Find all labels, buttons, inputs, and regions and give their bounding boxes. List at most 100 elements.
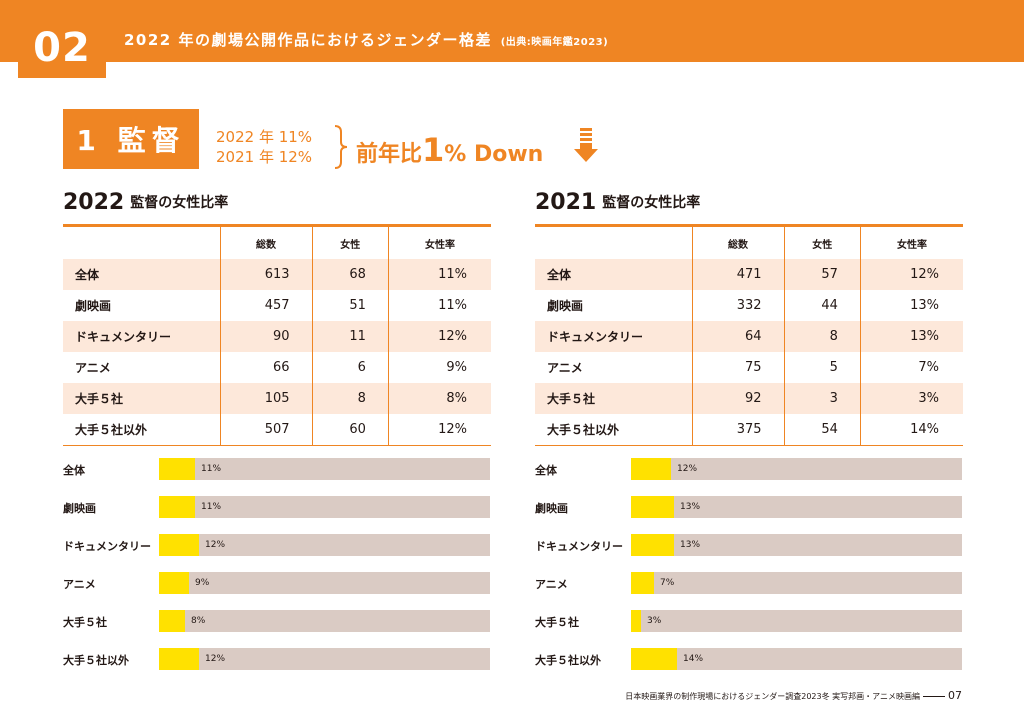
cell-female: 60	[311, 414, 389, 445]
bar-category-label: 大手５社	[535, 616, 579, 629]
bar-track: 11%	[159, 458, 490, 480]
bar-track: 8%	[159, 610, 490, 632]
cell-total: 66	[219, 352, 313, 383]
column-header-total: 総数	[219, 227, 313, 259]
bar-category-label: アニメ	[535, 578, 568, 591]
bar	[631, 610, 641, 632]
cell-total: 90	[219, 321, 313, 352]
bar-track: 7%	[631, 572, 962, 594]
bar-row: 大手５社以外 14%	[535, 648, 965, 686]
panel-subtitle: 監督の女性比率	[130, 195, 229, 211]
bar-category-label: ドキュメンタリー	[63, 540, 151, 553]
bar-track: 12%	[159, 648, 490, 670]
row-label: 劇映画	[547, 299, 584, 313]
category-badge: 1 監督	[63, 109, 199, 169]
table-row: ドキュメンタリー 90 11 12%	[63, 321, 491, 352]
cell-total: 75	[691, 352, 785, 383]
bar-track: 3%	[631, 610, 962, 632]
bar	[159, 572, 189, 594]
rate-2021: 2021 年 12%	[216, 148, 313, 166]
delta-prefix: 前年比	[356, 142, 423, 167]
cell-female: 6	[311, 352, 389, 383]
panel-title-2021: 2021 監督の女性比率	[535, 190, 700, 215]
section-number-badge: 02	[18, 18, 106, 78]
bar-value-label: 13%	[680, 540, 701, 550]
table-row: 全体 471 57 12%	[535, 259, 963, 290]
row-label: ドキュメンタリー	[535, 321, 692, 352]
cell-female: 11	[311, 321, 389, 352]
page-title-text: 2022 年の劇場公開作品におけるジェンダー格差	[124, 31, 492, 49]
down-arrow-icon	[574, 128, 598, 162]
bar	[159, 496, 195, 518]
bar-track: 9%	[159, 572, 490, 594]
table-row: アニメ 66 6 9%	[63, 352, 491, 383]
column-header-female: 女性	[311, 227, 389, 259]
cell-rate: 13%	[859, 321, 963, 352]
table-row: 劇映画 332 44 13%	[535, 290, 963, 321]
table-row: 大手５社以外 375 54 14%	[535, 414, 963, 445]
cell-rate: 12%	[859, 259, 963, 290]
row-label: 大手５社	[535, 383, 692, 414]
bar	[631, 572, 654, 594]
bar-value-label: 13%	[680, 502, 701, 512]
bar-row: 劇映画 13%	[535, 496, 965, 534]
row-label: アニメ	[75, 361, 111, 375]
bar-value-label: 14%	[683, 654, 704, 664]
bar-category-label: 全体	[535, 464, 557, 477]
category-label: 1 監督	[76, 124, 186, 157]
data-table-2021: 総数 女性 女性率 全体 471 57 12% 劇映画 332 44 13% ドキュメンタリー 6…	[535, 224, 963, 446]
panel-subtitle: 監督の女性比率	[602, 195, 701, 211]
bar-value-label: 12%	[205, 654, 226, 664]
column-header-rate: 女性率	[859, 227, 963, 259]
panel-year: 2022	[63, 190, 125, 215]
cell-female: 44	[783, 290, 861, 321]
rate-2022: 2022 年 11%	[216, 128, 313, 146]
table-header-blank	[535, 227, 692, 259]
cell-rate: 12%	[387, 414, 491, 445]
cell-female: 68	[311, 259, 389, 290]
bar-chart-2022: 全体 11% 劇映画 11% ドキュメンタリー 12% アニメ 9% 大手５社 8% 大手５社以外 1…	[63, 458, 493, 686]
bar-track: 13%	[631, 534, 962, 556]
header-bar: 2022 年の劇場公開作品におけるジェンダー格差 (出典:映画年鑑2023)	[0, 0, 1024, 62]
source-note: (出典:映画年鑑2023)	[500, 37, 609, 48]
bar-row: ドキュメンタリー 13%	[535, 534, 965, 572]
section-number: 02	[33, 25, 91, 71]
row-label: 全体	[535, 259, 692, 290]
bar	[159, 534, 199, 556]
bar-row: アニメ 9%	[63, 572, 493, 610]
bar	[159, 610, 185, 632]
table-row: 大手５社 105 8 8%	[63, 383, 491, 414]
table-row: 全体 613 68 11%	[63, 259, 491, 290]
brace-icon	[334, 125, 348, 169]
cell-rate: 11%	[387, 259, 491, 290]
column-header-female: 女性	[783, 227, 861, 259]
cell-rate: 12%	[387, 321, 491, 352]
cell-total: 507	[219, 414, 313, 445]
bar-track: 13%	[631, 496, 962, 518]
cell-total: 375	[691, 414, 785, 445]
table-header-row: 総数 女性 女性率	[63, 227, 491, 259]
bar-value-label: 11%	[201, 502, 222, 512]
bar-value-label: 7%	[660, 578, 675, 588]
cell-rate: 13%	[859, 290, 963, 321]
table-header-blank	[63, 227, 220, 259]
table-row: 大手５社 92 3 3%	[535, 383, 963, 414]
bar-value-label: 9%	[195, 578, 210, 588]
table-row: 大手５社以外 507 60 12%	[63, 414, 491, 445]
bar-value-label: 8%	[191, 616, 206, 626]
cell-female: 57	[783, 259, 861, 290]
cell-rate: 11%	[387, 290, 491, 321]
bar-track: 14%	[631, 648, 962, 670]
page-title: 2022 年の劇場公開作品におけるジェンダー格差 (出典:映画年鑑2023)	[124, 29, 608, 50]
cell-total: 92	[691, 383, 785, 414]
delta-number: 1	[422, 131, 445, 169]
cell-total: 457	[219, 290, 313, 321]
bar-category-label: 大手５社以外	[535, 654, 601, 667]
footer: 日本映画業界の制作現場におけるジェンダー調査2023冬 実写邦画・アニメ映画編 0…	[625, 689, 962, 702]
cell-total: 64	[691, 321, 785, 352]
bar	[631, 496, 674, 518]
table-header-row: 総数 女性 女性率	[535, 227, 963, 259]
column-header-total: 総数	[691, 227, 785, 259]
bar	[631, 648, 677, 670]
cell-rate: 3%	[859, 383, 963, 414]
